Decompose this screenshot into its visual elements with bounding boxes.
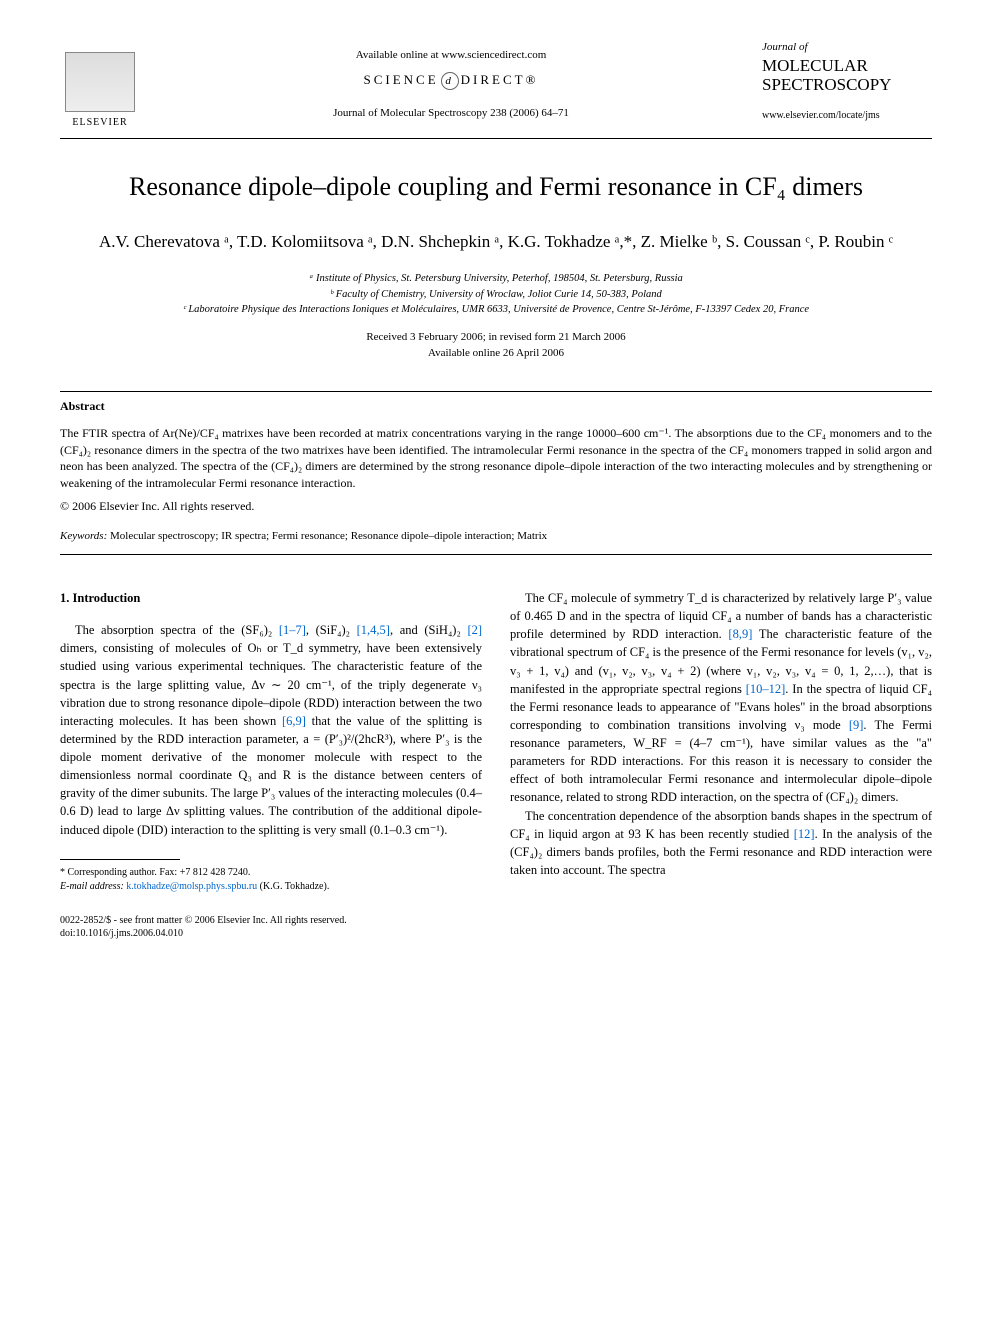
abstract-bottom-rule [60,554,932,555]
elsevier-tree-icon [65,52,135,112]
journal-url[interactable]: www.elsevier.com/locate/jms [762,109,932,123]
header-center: Available online at www.sciencedirect.co… [140,40,762,122]
science-direct-logo: SCIENCEdDIRECT® [140,71,762,90]
online-date: Available online 26 April 2006 [60,346,932,361]
affiliation-a: ᵃ Institute of Physics, St. Petersburg U… [60,271,932,287]
ref-link[interactable]: [1–7] [279,623,306,637]
footnote-separator [60,859,180,860]
email-line: E-mail address: k.tokhadze@molsp.phys.sp… [60,880,482,894]
affiliations: ᵃ Institute of Physics, St. Petersburg U… [60,271,932,318]
affiliation-c: ᶜ Laboratoire Physique des Interactions … [60,302,932,318]
left-column: 1. Introduction The absorption spectra o… [60,589,482,894]
intro-paragraph-3: The concentration dependence of the abso… [510,807,932,880]
intro-paragraph-1: The absorption spectra of the (SF₆)₂ [1–… [60,621,482,839]
received-date: Received 3 February 2006; in revised for… [60,330,932,345]
abstract-text: The FTIR spectra of Ar(Ne)/CF₄ matrixes … [60,425,932,492]
ref-link[interactable]: [1,4,5] [357,623,390,637]
abstract-copyright: © 2006 Elsevier Inc. All rights reserved… [60,498,932,515]
elsevier-logo: ELSEVIER [60,40,140,130]
email-suffix: (K.G. Tokhadze). [257,881,329,892]
header-divider [60,138,932,139]
ref-link[interactable]: [10–12] [746,682,786,696]
ref-link[interactable]: [8,9] [728,627,752,641]
sd-circle-icon: d [441,72,459,90]
abstract-top-rule [60,391,932,392]
corresponding-author-footnote: * Corresponding author. Fax: +7 812 428 … [60,866,482,894]
body-columns: 1. Introduction The absorption spectra o… [60,589,932,894]
ref-link[interactable]: [12] [794,827,815,841]
affiliation-b: ᵇ Faculty of Chemistry, University of Wr… [60,287,932,303]
intro-heading: 1. Introduction [60,589,482,607]
available-online-text: Available online at www.sciencedirect.co… [140,48,762,63]
journal-box: Journal of MOLECULAR SPECTROSCOPY www.el… [762,40,932,123]
right-column: The CF₄ molecule of symmetry T_d is char… [510,589,932,894]
article-title: Resonance dipole–dipole coupling and Fer… [60,169,932,205]
journal-of-label: Journal of [762,40,932,55]
email-link[interactable]: k.tokhadze@molsp.phys.spbu.ru [124,881,257,892]
elsevier-label: ELSEVIER [72,116,127,130]
authors-list: A.V. Cherevatova ᵃ, T.D. Kolomiitsova ᵃ,… [60,229,932,255]
email-label: E-mail address: [60,881,124,892]
ref-link[interactable]: [9] [849,718,864,732]
ref-link[interactable]: [6,9] [282,714,306,728]
page-footer: 0022-2852/$ - see front matter © 2006 El… [60,914,932,940]
journal-name: MOLECULAR SPECTROSCOPY [762,57,932,94]
header: ELSEVIER Available online at www.science… [60,40,932,130]
keywords-text: Molecular spectroscopy; IR spectra; Ferm… [107,530,547,542]
keywords-label: Keywords: [60,530,107,542]
sd-left: SCIENCE [364,72,439,87]
footer-doi: doi:10.1016/j.jms.2006.04.010 [60,927,932,940]
journal-reference: Journal of Molecular Spectroscopy 238 (2… [140,106,762,121]
sd-right: DIRECT® [461,72,539,87]
abstract-heading: Abstract [60,398,932,415]
corresponding-author: * Corresponding author. Fax: +7 812 428 … [60,866,482,880]
intro-paragraph-2: The CF₄ molecule of symmetry T_d is char… [510,589,932,807]
keywords: Keywords: Molecular spectroscopy; IR spe… [60,529,932,544]
ref-link[interactable]: [2] [467,623,482,637]
article-dates: Received 3 February 2006; in revised for… [60,330,932,361]
footer-line-1: 0022-2852/$ - see front matter © 2006 El… [60,914,932,927]
